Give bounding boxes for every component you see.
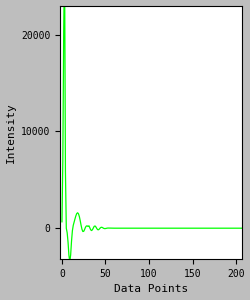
Y-axis label: Intensity: Intensity — [6, 102, 16, 163]
X-axis label: Data Points: Data Points — [114, 284, 188, 294]
